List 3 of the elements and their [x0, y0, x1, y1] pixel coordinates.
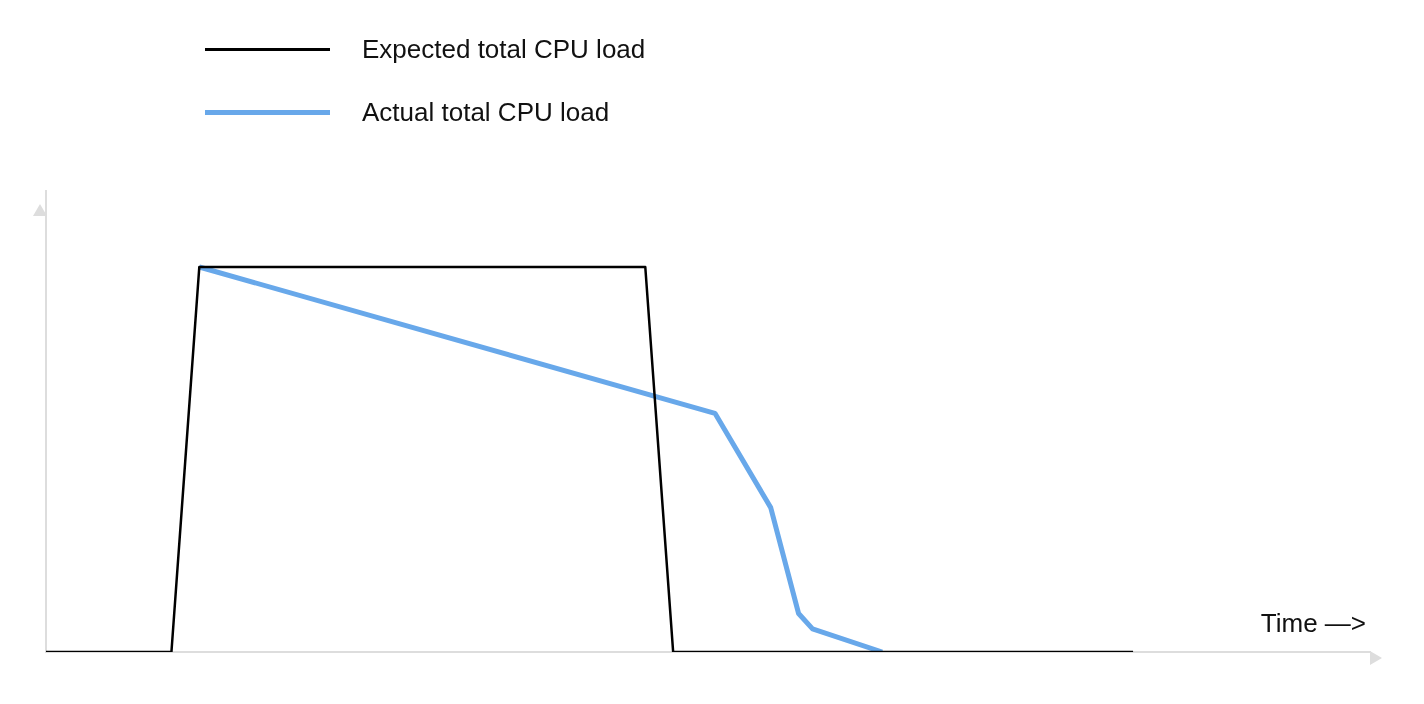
x-axis-title: Time —> — [1260, 608, 1366, 639]
legend-label: Actual total CPU load — [362, 97, 610, 128]
legend-label: Expected total CPU load — [362, 34, 646, 65]
